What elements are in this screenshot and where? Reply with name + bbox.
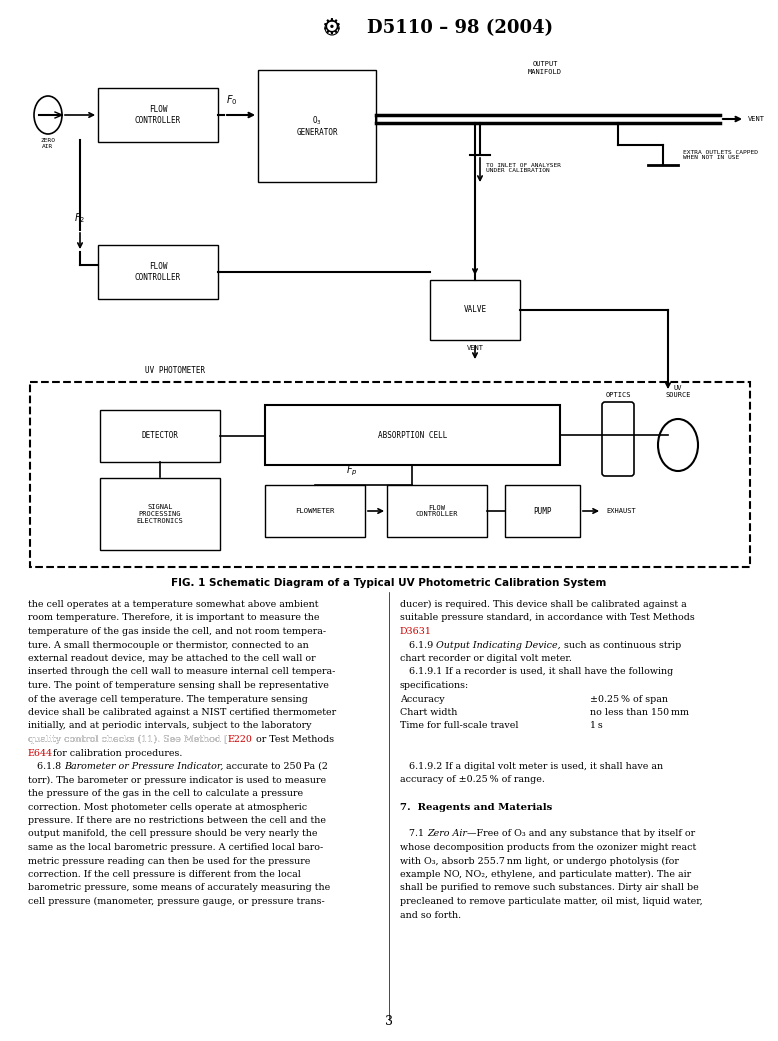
Bar xyxy=(98,88,218,142)
Text: the pressure of the gas in the cell to calculate a pressure: the pressure of the gas in the cell to c… xyxy=(28,789,303,798)
Text: for calibration procedures.: for calibration procedures. xyxy=(53,748,182,758)
Text: external readout device, may be attached to the cell wall or: external readout device, may be attached… xyxy=(28,654,316,663)
Text: barometric pressure, some means of accurately measuring the: barometric pressure, some means of accur… xyxy=(28,884,330,892)
Text: FLOW
CONTROLLER: FLOW CONTROLLER xyxy=(135,105,181,125)
Text: $F_0$: $F_0$ xyxy=(226,93,238,107)
Bar xyxy=(265,405,560,465)
Text: EXHAUST: EXHAUST xyxy=(606,508,636,514)
Text: example NO, NO₂, ethylene, and particulate matter). The air: example NO, NO₂, ethylene, and particula… xyxy=(400,870,691,880)
Text: 6.1.8: 6.1.8 xyxy=(28,762,64,771)
Text: such as continuous strip: such as continuous strip xyxy=(561,640,681,650)
Text: ⚙: ⚙ xyxy=(322,18,342,39)
Text: D3631: D3631 xyxy=(400,627,432,636)
Text: ±0.25 % of span: ±0.25 % of span xyxy=(590,694,668,704)
Text: accuracy of ±0.25 % of range.: accuracy of ±0.25 % of range. xyxy=(400,776,545,785)
Text: correction. If the cell pressure is different from the local: correction. If the cell pressure is diff… xyxy=(28,870,301,879)
Text: E644: E644 xyxy=(28,748,53,758)
Text: output manifold, the cell pressure should be very nearly the: output manifold, the cell pressure shoul… xyxy=(28,830,317,838)
Text: torr). The barometer or pressure indicator is used to measure: torr). The barometer or pressure indicat… xyxy=(28,776,326,785)
Text: no less than 150 mm: no less than 150 mm xyxy=(590,708,689,717)
Text: the cell operates at a temperature somewhat above ambient: the cell operates at a temperature somew… xyxy=(28,600,318,609)
Text: same as the local barometric pressure. A certified local baro-: same as the local barometric pressure. A… xyxy=(28,843,323,852)
Text: FLOWMETER: FLOWMETER xyxy=(296,508,335,514)
Text: O$_3$
GENERATOR: O$_3$ GENERATOR xyxy=(296,115,338,137)
Text: 1 s: 1 s xyxy=(590,721,603,731)
Text: OUTPUT
MANIFOLD: OUTPUT MANIFOLD xyxy=(528,61,562,75)
Text: FLOW
CONTROLLER: FLOW CONTROLLER xyxy=(415,505,458,517)
Text: ABSORPTION CELL: ABSORPTION CELL xyxy=(378,431,447,439)
Text: or Test Methods: or Test Methods xyxy=(253,735,334,744)
Text: FLOW
CONTROLLER: FLOW CONTROLLER xyxy=(135,262,181,282)
Text: 6.1.9: 6.1.9 xyxy=(400,640,436,650)
Bar xyxy=(100,410,220,462)
Bar xyxy=(505,485,580,537)
Text: 7.  Reagents and Materials: 7. Reagents and Materials xyxy=(400,803,552,812)
Text: inserted through the cell wall to measure internal cell tempera-: inserted through the cell wall to measur… xyxy=(28,667,335,677)
Text: $F_2$: $F_2$ xyxy=(75,211,86,225)
Text: and so forth.: and so forth. xyxy=(400,911,461,919)
Text: VALVE: VALVE xyxy=(464,305,486,314)
Text: accurate to 250 Pa (2: accurate to 250 Pa (2 xyxy=(223,762,328,771)
Text: $F_p$: $F_p$ xyxy=(346,463,358,478)
Text: of the average cell temperature. The temperature sensing: of the average cell temperature. The tem… xyxy=(28,694,308,704)
Text: VENT: VENT xyxy=(748,116,765,122)
Text: D5110 – 98 (2004): D5110 – 98 (2004) xyxy=(367,19,553,37)
Text: temperature of the gas inside the cell, and not room tempera-: temperature of the gas inside the cell, … xyxy=(28,627,326,636)
Text: precleaned to remove particulate matter, oil mist, liquid water,: precleaned to remove particulate matter,… xyxy=(400,897,703,906)
Text: 6.1.9.1 If a recorder is used, it shall have the following: 6.1.9.1 If a recorder is used, it shall … xyxy=(400,667,673,677)
Text: ture. The point of temperature sensing shall be representative: ture. The point of temperature sensing s… xyxy=(28,681,329,690)
Text: EXTRA OUTLETS CAPPED
WHEN NOT IN USE: EXTRA OUTLETS CAPPED WHEN NOT IN USE xyxy=(683,150,758,160)
Bar xyxy=(430,280,520,340)
Bar xyxy=(265,485,365,537)
Text: correction. Most photometer cells operate at atmospheric: correction. Most photometer cells operat… xyxy=(28,803,307,812)
Text: DETECTOR: DETECTOR xyxy=(142,432,178,440)
Text: —Free of O₃ and any substance that by itself or: —Free of O₃ and any substance that by it… xyxy=(467,830,695,838)
Text: initially, and at periodic intervals, subject to the laboratory: initially, and at periodic intervals, su… xyxy=(28,721,311,731)
Text: quality control checks (11). See Method [E220]: quality control checks (11). See Method … xyxy=(28,735,259,744)
Text: 3: 3 xyxy=(385,1015,393,1029)
Text: UV PHOTOMETER: UV PHOTOMETER xyxy=(145,366,205,375)
Text: device shall be calibrated against a NIST certified thermometer: device shall be calibrated against a NIS… xyxy=(28,708,336,717)
Text: 6.1.9.2 If a digital volt meter is used, it shall have an: 6.1.9.2 If a digital volt meter is used,… xyxy=(400,762,663,771)
Text: Barometer or Pressure Indicator,: Barometer or Pressure Indicator, xyxy=(64,762,223,771)
Text: shall be purified to remove such substances. Dirty air shall be: shall be purified to remove such substan… xyxy=(400,884,699,892)
Text: cell pressure (manometer, pressure gauge, or pressure trans-: cell pressure (manometer, pressure gauge… xyxy=(28,897,324,906)
Text: with O₃, absorb 255.7 nm light, or undergo photolysis (for: with O₃, absorb 255.7 nm light, or under… xyxy=(400,857,679,866)
Text: chart recorder or digital volt meter.: chart recorder or digital volt meter. xyxy=(400,654,572,663)
Text: Chart width: Chart width xyxy=(400,708,457,717)
Text: TO INLET OF ANALYSER
UNDER CALIBRATION: TO INLET OF ANALYSER UNDER CALIBRATION xyxy=(486,162,561,174)
FancyBboxPatch shape xyxy=(602,402,634,476)
Text: room temperature. Therefore, it is important to measure the: room temperature. Therefore, it is impor… xyxy=(28,613,320,623)
Text: E220: E220 xyxy=(228,735,253,744)
Text: VENT: VENT xyxy=(467,345,483,351)
Text: 7.1: 7.1 xyxy=(400,830,427,838)
Bar xyxy=(387,485,487,537)
Text: Zero Air: Zero Air xyxy=(427,830,467,838)
Text: PUMP: PUMP xyxy=(533,507,552,515)
Text: ture. A small thermocouple or thermistor, connected to an: ture. A small thermocouple or thermistor… xyxy=(28,640,309,650)
Text: ducer) is required. This device shall be calibrated against a: ducer) is required. This device shall be… xyxy=(400,600,687,609)
Bar xyxy=(30,382,750,567)
Text: quality control checks (11). See Method [: quality control checks (11). See Method … xyxy=(28,735,228,744)
Text: Accuracy: Accuracy xyxy=(400,694,444,704)
Text: OPTICS: OPTICS xyxy=(605,392,631,398)
Bar xyxy=(98,245,218,299)
Text: FIG. 1 Schematic Diagram of a Typical UV Photometric Calibration System: FIG. 1 Schematic Diagram of a Typical UV… xyxy=(171,578,607,588)
Text: SIGNAL
PROCESSING
ELECTRONICS: SIGNAL PROCESSING ELECTRONICS xyxy=(137,504,184,524)
Text: ZERO
AIR: ZERO AIR xyxy=(40,138,55,149)
Text: suitable pressure standard, in accordance with Test Methods: suitable pressure standard, in accordanc… xyxy=(400,613,695,623)
Text: pressure. If there are no restrictions between the cell and the: pressure. If there are no restrictions b… xyxy=(28,816,326,826)
Text: Output Indicating Device,: Output Indicating Device, xyxy=(436,640,561,650)
Bar xyxy=(100,478,220,550)
Text: metric pressure reading can then be used for the pressure: metric pressure reading can then be used… xyxy=(28,857,310,865)
Text: UV
SOURCE: UV SOURCE xyxy=(665,385,691,398)
Text: Time for full-scale travel: Time for full-scale travel xyxy=(400,721,518,731)
Text: whose decomposition products from the ozonizer might react: whose decomposition products from the oz… xyxy=(400,843,696,852)
Bar xyxy=(258,70,376,182)
Text: specifications:: specifications: xyxy=(400,681,469,690)
